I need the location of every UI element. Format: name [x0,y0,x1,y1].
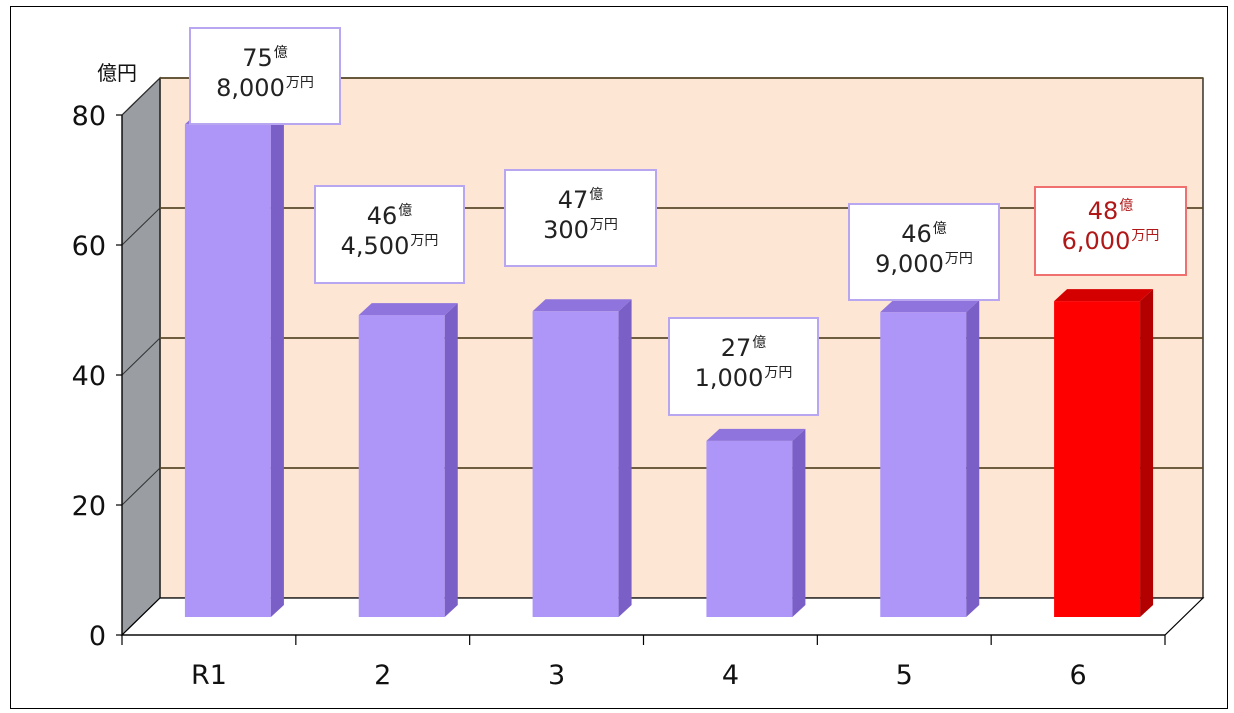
man-value: 300 [543,216,589,244]
data-label-man: 300万円 [506,215,655,245]
man-unit: 万円 [764,365,793,381]
y-axis-unit: 億円 [97,61,137,85]
bar-side [792,428,806,617]
data-label-oku: 46億 [316,201,463,231]
bar-front [880,312,967,617]
data-label-oku: 46億 [850,219,998,249]
man-value: 1,000 [694,364,764,392]
bar-front [358,315,445,617]
x-tick-label: 6 [1069,660,1086,691]
data-label-man: 1,000万円 [670,363,817,393]
oku-value: 27 [720,334,752,362]
oku-unit: 億 [273,45,288,61]
data-label-man: 9,000万円 [850,249,998,279]
oku-unit: 億 [752,335,767,351]
data-label: 46億 9,000万円 [848,203,1000,301]
oku-value: 48 [1087,197,1119,225]
chart-frame [10,6,1228,709]
y-tick-label: 60 [72,231,106,262]
x-tick-label: 4 [722,660,739,691]
x-tick-label: R1 [191,660,227,691]
x-tick-label: 5 [896,660,913,691]
data-label: 46億 4,500万円 [314,185,465,284]
bar [532,299,632,617]
bar-top [1054,289,1154,302]
data-label-man: 6,000万円 [1036,226,1185,256]
oku-value: 75 [242,44,273,72]
y-tick-label: 0 [89,621,106,652]
data-label: 48億 6,000万円 [1034,186,1187,276]
bar [358,303,458,617]
oku-unit: 億 [589,187,604,203]
bar-side [270,112,284,618]
data-label-man: 4,500万円 [316,231,463,261]
data-label: 47億 300万円 [504,169,657,267]
man-unit: 万円 [944,251,973,267]
man-unit: 万円 [285,75,314,91]
gridline-side [121,467,161,506]
data-label-oku: 75億 [191,43,339,73]
oku-value: 47 [557,186,589,214]
bar-side [1140,289,1154,617]
bar-side [618,299,632,617]
x-tick-label: 2 [374,660,391,691]
gridline-side [121,337,161,376]
y-tick-label: 40 [72,361,106,392]
bar-front [1054,301,1141,617]
man-value: 8,000 [216,74,285,102]
bar-side [966,300,980,617]
y-tick-label: 80 [72,101,106,132]
chart-walls [120,76,1205,637]
floor [120,597,1205,636]
oku-value: 46 [366,202,398,230]
man-unit: 万円 [1131,228,1160,244]
data-label-oku: 27億 [670,333,817,363]
data-label: 27億 1,000万円 [668,317,819,416]
bar-top [880,300,980,313]
man-unit: 万円 [589,217,618,233]
man-value: 4,500 [340,232,410,260]
gridline-side [121,207,161,246]
bar [880,300,980,617]
bar-top [358,303,458,316]
oku-unit: 億 [1119,198,1134,214]
data-label-oku: 48億 [1036,196,1185,226]
data-label-oku: 47億 [506,185,655,215]
bar-front [184,124,271,618]
bar-series [184,112,1154,618]
bar [706,428,806,617]
bar [184,112,284,618]
x-tick-label: 3 [548,660,565,691]
data-label: 75億 8,000万円 [189,27,341,125]
gridline-side [121,77,161,116]
oku-unit: 億 [398,203,413,219]
bar-front [532,311,619,617]
bar-top [706,428,806,441]
man-unit: 万円 [410,233,439,249]
y-tick-label: 20 [72,491,106,522]
data-label-man: 8,000万円 [191,73,339,103]
bar-side [444,303,458,617]
man-value: 6,000 [1061,227,1131,255]
axes: 0 20 40 60 80 R1 2 3 4 5 6 [72,101,1166,691]
oku-value: 46 [901,220,932,248]
bar-front [706,440,793,617]
bar [1054,289,1154,617]
oku-unit: 億 [932,221,947,237]
bar-top [532,299,632,312]
man-value: 9,000 [875,250,944,278]
